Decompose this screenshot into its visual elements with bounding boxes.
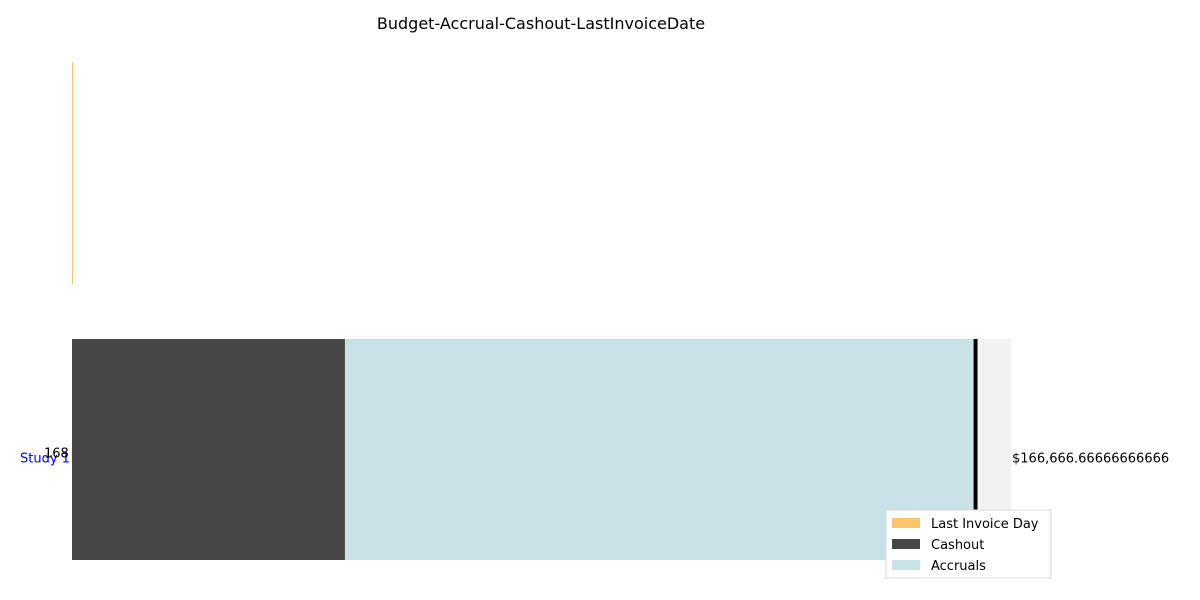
legend-label: Cashout	[931, 538, 984, 553]
bars-layer	[72, 62, 1011, 560]
legend-label: Last Invoice Day	[931, 517, 1039, 532]
legend-entries: Last Invoice Day Cashout Accruals	[892, 517, 1039, 574]
chart-title: Budget-Accrual-Cashout-LastInvoiceDate	[377, 14, 705, 33]
legend-swatch	[892, 560, 920, 570]
category-label: Study 1	[20, 452, 70, 467]
legend-label: Accruals	[931, 559, 986, 574]
budget-marker-line	[973, 339, 978, 560]
budget-label: $166,666.66666666666	[1012, 452, 1169, 467]
accruals-bar	[344, 339, 973, 560]
legend-swatch	[892, 539, 920, 549]
value-label: 168	[44, 447, 69, 462]
legend-swatch	[892, 518, 920, 528]
chart-legend: Last Invoice Day Cashout Accruals	[885, 509, 1052, 579]
cashout-bar	[72, 339, 345, 560]
